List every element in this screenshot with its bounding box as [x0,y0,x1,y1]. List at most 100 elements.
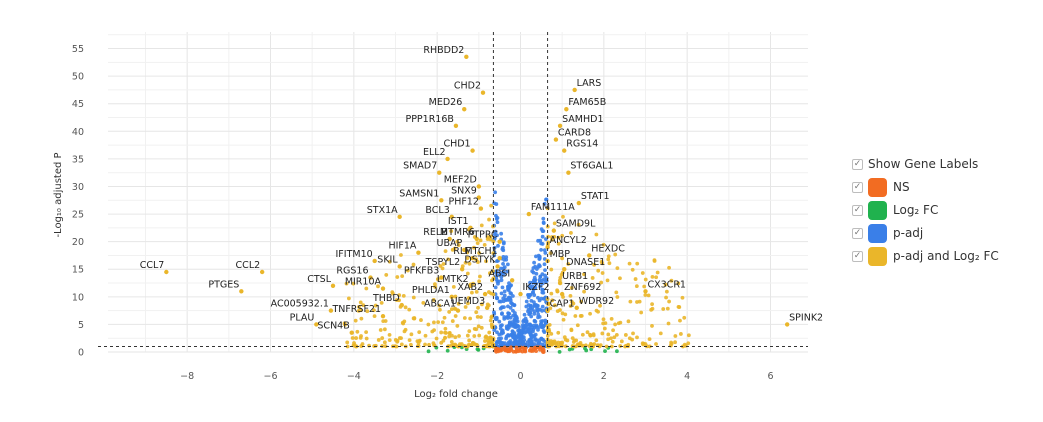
gene-label: ANCYL2 [550,235,587,246]
labeled-point [416,250,421,255]
legend-swatch-log2fc [868,200,887,220]
data-point [471,341,475,346]
labeled-point [476,195,482,200]
legend-item-padj-and-log2fc[interactable]: ✓ p-adj and Log₂ FC [852,245,999,267]
data-point [500,285,505,290]
data-point [678,332,683,336]
data-point [483,335,488,340]
data-point [443,335,447,340]
data-point [465,333,470,338]
data-point [467,261,472,266]
gene-label: SMAD7 [403,161,437,172]
legend-label: p-adj and Log₂ FC [893,249,999,263]
gene-label: CCL2 [236,260,261,271]
data-point [489,203,494,208]
data-point [505,316,510,320]
data-point [616,321,621,326]
labeled-point [587,253,592,258]
data-point [510,329,515,334]
labeled-point [439,198,444,203]
labeled-point [566,170,571,175]
checkbox-icon[interactable]: ✓ [852,158,863,170]
data-point [566,262,571,266]
data-point [623,333,628,337]
data-point [594,338,599,343]
checkbox-icon[interactable]: ✓ [852,227,863,239]
data-point [588,341,593,346]
data-point [654,342,658,346]
gene-label: RLF [453,246,470,257]
x-tick-label: 0 [517,371,523,382]
data-point [569,286,574,290]
show-gene-labels-toggle[interactable]: ✓ Show Gene Labels [852,153,999,175]
labeled-point [397,214,402,220]
gene-label: SKIL [377,254,398,265]
data-point [537,264,542,269]
data-point [417,330,422,335]
data-point [488,234,493,239]
data-point [531,349,535,353]
data-point [421,300,426,305]
data-point [466,296,471,300]
data-point [397,293,402,298]
data-point [419,318,423,322]
data-point [669,278,674,283]
data-point [666,321,671,326]
axis-ticks: −8 −6 −4 −2 0 2 4 6 0 5 10 15 20 25 30 35 40 45 50 55 [72,44,774,382]
checkbox-icon[interactable]: ✓ [852,181,863,193]
data-point [532,260,537,265]
data-point [502,293,507,298]
data-point [492,310,496,315]
data-point [364,330,369,335]
data-point [373,303,378,308]
x-tick-label: −4 [347,371,361,382]
data-point [630,267,635,272]
labeled-point [484,305,490,311]
legend-item-padj[interactable]: ✓ p-adj [852,222,999,244]
data-point [667,299,672,304]
data-point [601,317,606,322]
data-point [658,331,663,336]
gene-label: IST1 [448,216,469,227]
data-point [524,319,529,324]
data-point [491,239,496,244]
gene-label: SAMSN1 [399,188,439,199]
data-point [606,337,611,342]
data-point [491,292,496,297]
data-point [358,300,363,305]
data-point [346,296,351,301]
data-point [441,262,446,266]
gene-label: MED26 [429,97,463,108]
labeled-point [497,239,502,244]
data-point [655,270,660,275]
data-point [568,304,573,308]
data-point [500,311,504,316]
data-point [545,340,550,344]
data-point [475,241,480,246]
data-point [639,310,644,315]
legend-item-log2fc[interactable]: ✓ Log₂ FC [852,199,999,221]
checkbox-icon[interactable]: ✓ [852,204,863,216]
checkbox-icon[interactable]: ✓ [852,250,863,262]
data-point [491,251,496,256]
data-point [474,289,479,294]
data-point [663,282,668,287]
data-point [364,286,369,291]
data-point [487,330,492,335]
data-point [350,336,355,340]
data-point [654,275,659,280]
data-point [496,281,500,286]
data-point [647,344,652,349]
data-point [495,273,500,277]
data-point [555,309,560,314]
data-point [487,290,491,294]
data-point [630,337,635,342]
data-point [562,335,567,340]
data-point [606,254,611,259]
data-point [497,348,502,353]
labeled-point [551,228,557,233]
data-point [450,333,454,338]
data-point [585,330,590,335]
legend-item-ns[interactable]: ✓ NS [852,176,999,198]
